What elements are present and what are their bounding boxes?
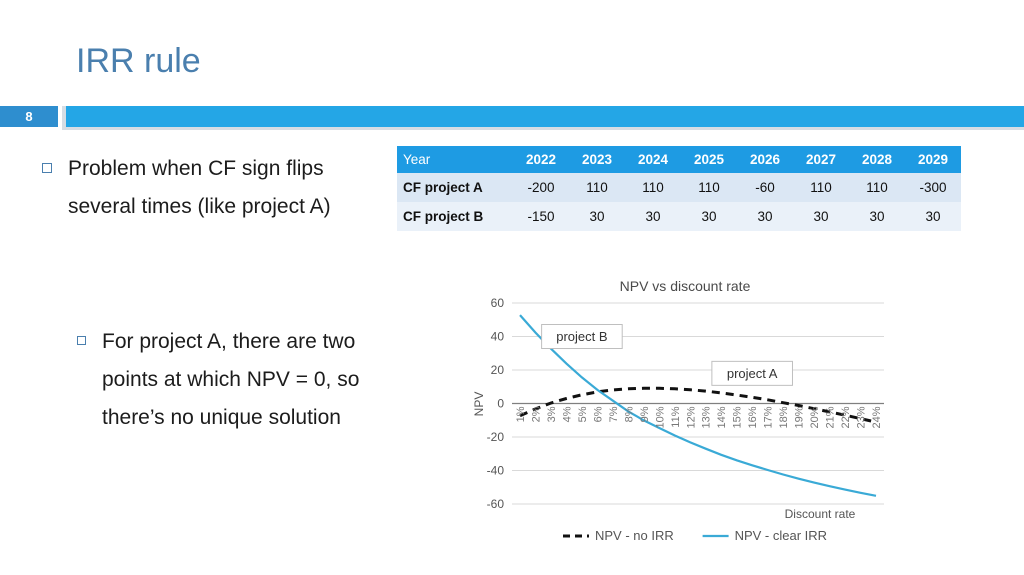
chart-series xyxy=(519,314,877,497)
x-tick-label: 12% xyxy=(685,406,697,428)
table-header-cell: 2027 xyxy=(793,146,849,173)
legend-label: NPV - clear IRR xyxy=(735,528,827,543)
table-cell: 30 xyxy=(793,202,849,231)
y-axis-label: NPV xyxy=(472,392,486,417)
chart-legend: NPV - no IRR NPV - clear IRR xyxy=(563,528,827,543)
table-cell: 110 xyxy=(569,173,625,202)
table-cell: 110 xyxy=(849,173,905,202)
chart-annotations: project B project A xyxy=(541,324,793,386)
x-tick-label: 8% xyxy=(623,406,635,422)
x-tick-label: 2% xyxy=(531,406,543,422)
table-cell: 30 xyxy=(737,202,793,231)
slide-number: 8 xyxy=(0,106,58,127)
x-tick-label: 18% xyxy=(778,406,790,428)
table-cell: -60 xyxy=(737,173,793,202)
table-header-cell: 2025 xyxy=(681,146,737,173)
table-cell: 30 xyxy=(625,202,681,231)
y-tick-label: 20 xyxy=(491,363,505,377)
legend-label: NPV - no IRR xyxy=(595,528,674,543)
x-tick-label: 7% xyxy=(608,406,620,422)
y-tick-label: 40 xyxy=(491,330,505,344)
x-tick-label: 11% xyxy=(670,406,682,427)
legend-entry: NPV - no IRR xyxy=(563,528,674,543)
cash-flow-table: Year 2022 2023 2024 2025 2026 2027 2028 … xyxy=(397,146,961,231)
y-tick-label: -20 xyxy=(487,430,505,444)
table-row: CF project B -150 30 30 30 30 30 30 30 xyxy=(397,202,961,231)
bullet-2: For project A, there are two points at w… xyxy=(77,323,397,437)
annotation: project B xyxy=(541,324,623,349)
x-tick-label: 23% xyxy=(856,406,868,428)
annotation-box xyxy=(711,360,793,386)
bullet-1: Problem when CF sign flips several times… xyxy=(42,150,382,226)
y-tick-label: 60 xyxy=(491,296,505,310)
table-cell: -200 xyxy=(513,173,569,202)
row-label: CF project B xyxy=(397,202,513,231)
table-cell: 110 xyxy=(793,173,849,202)
legend-entry: NPV - clear IRR xyxy=(702,528,827,543)
table-cell: 30 xyxy=(681,202,737,231)
table-header-cell: 2029 xyxy=(905,146,961,173)
x-tick-label: 19% xyxy=(794,406,806,428)
bullet-text: For project A, there are two points at w… xyxy=(102,330,360,429)
x-tick-label: 6% xyxy=(592,406,604,422)
table-cell: 110 xyxy=(625,173,681,202)
table-row: CF project A -200 110 110 110 -60 110 11… xyxy=(397,173,961,202)
header-bar xyxy=(66,106,1024,127)
y-tick-label: 0 xyxy=(497,397,504,411)
table-header-cell: 2028 xyxy=(849,146,905,173)
annotation-label: project A xyxy=(727,366,778,381)
slide-title: IRR rule xyxy=(76,42,201,80)
series-line xyxy=(519,386,877,424)
x-tick-label: 3% xyxy=(546,406,558,422)
x-tick-label: 15% xyxy=(732,406,744,428)
table-cell: 30 xyxy=(905,202,961,231)
x-tick-labels: 1% 2% 3% 4% 5% 6% 7% 8% 9% 10% 11% 12% 13% 14% 15% 16% 1… xyxy=(515,406,883,428)
table-cell: 30 xyxy=(849,202,905,231)
table-header-year: Year xyxy=(397,146,513,173)
bullet-square-icon xyxy=(42,163,52,173)
table-cell: 30 xyxy=(569,202,625,231)
x-tick-label: 20% xyxy=(809,406,821,428)
table-header-row: Year 2022 2023 2024 2025 2026 2027 2028 … xyxy=(397,146,961,173)
table-cell: -150 xyxy=(513,202,569,231)
x-tick-label: 5% xyxy=(577,406,589,422)
annotation: project A xyxy=(711,360,793,386)
chart-title: NPV vs discount rate xyxy=(620,278,751,294)
x-tick-label: 22% xyxy=(840,406,852,428)
bullet-text: Problem when CF sign flips several times… xyxy=(68,157,331,218)
bullet-square-icon xyxy=(77,336,86,345)
x-tick-label: 17% xyxy=(763,406,775,428)
x-tick-label: 21% xyxy=(825,406,837,428)
x-tick-label: 13% xyxy=(701,406,713,428)
table-cell: -300 xyxy=(905,173,961,202)
table-cell: 110 xyxy=(681,173,737,202)
x-tick-label: 16% xyxy=(747,406,759,428)
npv-chart: NPV vs discount rate 60 40 20 0 -20 -40 -60 NP… xyxy=(472,278,884,543)
y-tick-label: -60 xyxy=(487,497,505,511)
x-tick-label: 1% xyxy=(515,406,527,422)
x-tick-label: 10% xyxy=(654,406,666,428)
y-tick-label: -40 xyxy=(487,464,505,478)
table-header-cell: 2022 xyxy=(513,146,569,173)
x-axis-label: Discount rate xyxy=(785,507,856,521)
x-tick-label: 4% xyxy=(561,406,573,422)
annotation-box xyxy=(541,324,623,349)
x-tick-label: 14% xyxy=(716,406,728,428)
table-header-cell: 2023 xyxy=(569,146,625,173)
annotation-label: project B xyxy=(556,329,607,344)
table-header-cell: 2024 xyxy=(625,146,681,173)
series-line xyxy=(519,314,877,497)
y-tick-labels: 60 40 20 0 -20 -40 -60 xyxy=(487,296,505,511)
x-tick-label: 9% xyxy=(639,406,651,422)
x-tick-label: 24% xyxy=(871,406,883,428)
table-header-cell: 2026 xyxy=(737,146,793,173)
row-label: CF project A xyxy=(397,173,513,202)
